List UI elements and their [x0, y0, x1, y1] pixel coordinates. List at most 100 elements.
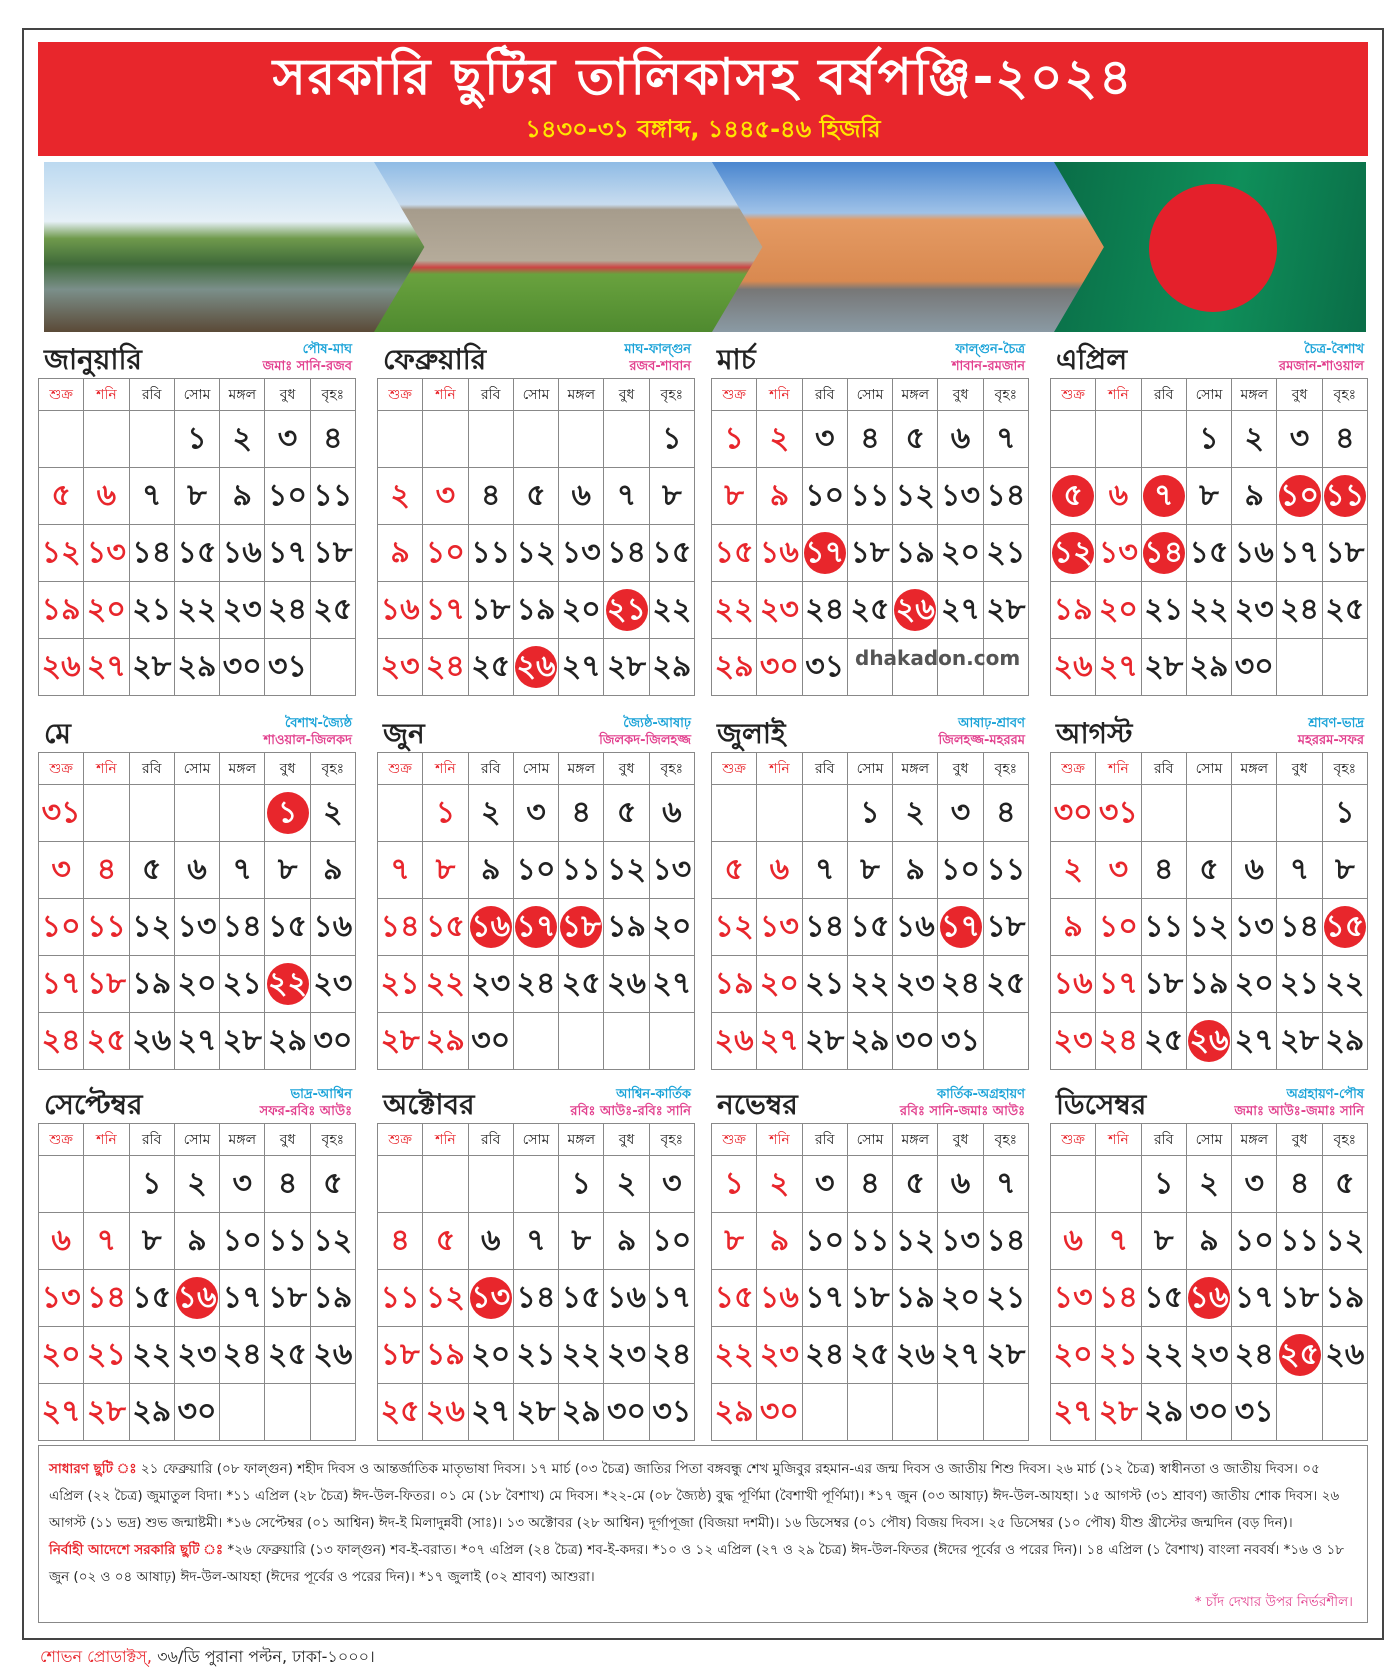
day-cell[interactable]: ১৯	[128, 955, 175, 1013]
day-cell[interactable]: ২৬	[37, 638, 85, 696]
day-cell[interactable]: ২১	[83, 1326, 130, 1384]
day-cell[interactable]: ১৫	[173, 524, 221, 582]
day-cell[interactable]: ২১	[219, 955, 266, 1013]
day-cell[interactable]: ৬	[937, 1155, 984, 1213]
day-cell[interactable]: ১০	[1231, 1212, 1278, 1270]
day-cell[interactable]: ৭	[512, 1212, 560, 1270]
day-cell[interactable]: ১০	[801, 467, 848, 525]
day-cell[interactable]: ১০	[512, 841, 560, 899]
day-cell[interactable]: ২৯	[1140, 1383, 1187, 1441]
day-cell[interactable]: ১৮	[467, 581, 514, 639]
day-cell[interactable]: ২৭	[756, 1012, 803, 1070]
day-cell[interactable]: ১২	[603, 841, 650, 899]
day-cell[interactable]: ৩১	[648, 1383, 696, 1441]
day-cell[interactable]: ১২	[1185, 898, 1233, 956]
day-cell[interactable]: ২৫	[846, 1326, 894, 1384]
day-cell[interactable]: ৭	[128, 467, 175, 525]
day-cell[interactable]: ২৯	[422, 1012, 469, 1070]
day-cell[interactable]: ১	[710, 410, 758, 468]
day-cell[interactable]: ১৩	[558, 524, 605, 582]
day-cell[interactable]: ১	[128, 1155, 175, 1213]
day-cell[interactable]: ১৮	[846, 524, 894, 582]
day-cell[interactable]: ২০	[1231, 955, 1278, 1013]
day-cell[interactable]: ১৭	[264, 524, 311, 582]
day-cell[interactable]: ১৬	[756, 1269, 803, 1327]
day-cell[interactable]: ১৬	[309, 898, 357, 956]
day-cell[interactable]: ২৬	[512, 638, 560, 696]
day-cell[interactable]: ২১	[512, 1326, 560, 1384]
day-cell[interactable]: ৪	[467, 467, 514, 525]
day-cell[interactable]: ১	[846, 784, 894, 842]
day-cell[interactable]: ২৮	[982, 581, 1030, 639]
day-cell[interactable]: ২২	[846, 955, 894, 1013]
day-cell[interactable]: ১	[422, 784, 469, 842]
day-cell[interactable]: ২	[1231, 410, 1278, 468]
day-cell[interactable]: ১০	[422, 524, 469, 582]
day-cell[interactable]: ১৭	[512, 898, 560, 956]
day-cell[interactable]: ১৯	[37, 581, 85, 639]
day-cell[interactable]: ২৭	[173, 1012, 221, 1070]
day-cell[interactable]: ২৬	[892, 1326, 939, 1384]
day-cell[interactable]: ২৪	[648, 1326, 696, 1384]
day-cell[interactable]: ৮	[710, 467, 758, 525]
day-cell[interactable]: ১	[173, 410, 221, 468]
day-cell[interactable]: ১৯	[892, 524, 939, 582]
day-cell[interactable]: ৫	[512, 467, 560, 525]
day-cell[interactable]: ৯	[1231, 467, 1278, 525]
day-cell[interactable]: ৩০	[892, 1012, 939, 1070]
day-cell[interactable]: ২	[756, 410, 803, 468]
day-cell[interactable]: ২১	[1095, 1326, 1142, 1384]
day-cell[interactable]: ১৬	[219, 524, 266, 582]
day-cell[interactable]: ১০	[801, 1212, 848, 1270]
day-cell[interactable]: ৪	[264, 1155, 311, 1213]
day-cell[interactable]: ১৪	[982, 467, 1030, 525]
day-cell[interactable]: ২০	[83, 581, 130, 639]
day-cell[interactable]: ১৬	[756, 524, 803, 582]
day-cell[interactable]: ৩০	[219, 638, 266, 696]
day-cell[interactable]: ৯	[1185, 1212, 1233, 1270]
day-cell[interactable]: ২৪	[264, 581, 311, 639]
day-cell[interactable]: ১২	[892, 467, 939, 525]
day-cell[interactable]: ৩	[1276, 410, 1323, 468]
day-cell[interactable]: ১৪	[512, 1269, 560, 1327]
day-cell[interactable]: ১৬	[1185, 1269, 1233, 1327]
day-cell[interactable]: ১৭	[937, 898, 984, 956]
day-cell[interactable]: ২	[309, 784, 357, 842]
day-cell[interactable]: ২৭	[937, 1326, 984, 1384]
day-cell[interactable]: ১৩	[648, 841, 696, 899]
day-cell[interactable]: ১৩	[83, 524, 130, 582]
day-cell[interactable]: ১৩	[937, 467, 984, 525]
day-cell[interactable]: ২৫	[1321, 581, 1369, 639]
day-cell[interactable]: ৮	[422, 841, 469, 899]
day-cell[interactable]: ১৯	[512, 581, 560, 639]
day-cell[interactable]: ২০	[1095, 581, 1142, 639]
day-cell[interactable]: ২৬	[422, 1383, 469, 1441]
day-cell[interactable]: ২৭	[1095, 638, 1142, 696]
day-cell[interactable]: ৮	[1185, 467, 1233, 525]
day-cell[interactable]: ২০	[1049, 1326, 1097, 1384]
day-cell[interactable]: ১৩	[1095, 524, 1142, 582]
day-cell[interactable]: ১৭	[648, 1269, 696, 1327]
day-cell[interactable]: ২৩	[309, 955, 357, 1013]
day-cell[interactable]: ১৯	[422, 1326, 469, 1384]
day-cell[interactable]: ৩০	[603, 1383, 650, 1441]
day-cell[interactable]: ২০	[937, 524, 984, 582]
day-cell[interactable]: ২৫	[83, 1012, 130, 1070]
day-cell[interactable]: ৩০	[1049, 784, 1097, 842]
day-cell[interactable]: ২৭	[37, 1383, 85, 1441]
day-cell[interactable]: ১৮	[982, 898, 1030, 956]
day-cell[interactable]: ২	[892, 784, 939, 842]
day-cell[interactable]: ২৩	[219, 581, 266, 639]
day-cell[interactable]: ১	[264, 784, 311, 842]
day-cell[interactable]: ৩০	[1185, 1383, 1233, 1441]
day-cell[interactable]: ১৯	[892, 1269, 939, 1327]
day-cell[interactable]: ২৬	[1185, 1012, 1233, 1070]
day-cell[interactable]: ৩	[937, 784, 984, 842]
day-cell[interactable]: ৭	[1276, 841, 1323, 899]
day-cell[interactable]: ৩১	[264, 638, 311, 696]
day-cell[interactable]: ১৯	[603, 898, 650, 956]
day-cell[interactable]: ৫	[1049, 467, 1097, 525]
day-cell[interactable]: ১	[648, 410, 696, 468]
day-cell[interactable]: ৪	[1276, 1155, 1323, 1213]
day-cell[interactable]: ২১	[982, 1269, 1030, 1327]
